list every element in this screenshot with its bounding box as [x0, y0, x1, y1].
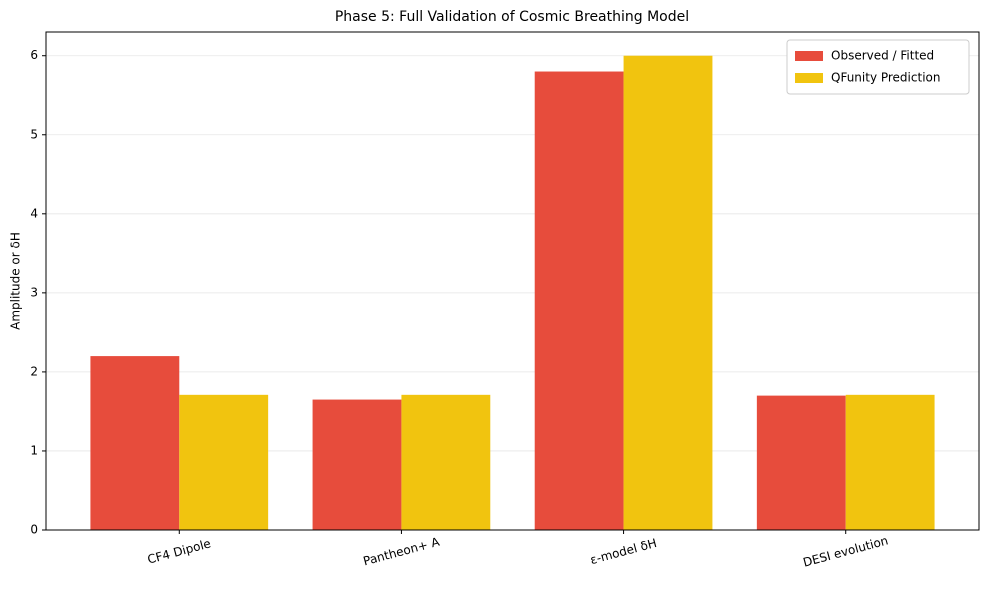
bar — [90, 356, 180, 530]
bar — [401, 394, 491, 530]
bar — [623, 55, 713, 530]
bar — [179, 394, 269, 530]
legend-label: Observed / Fitted — [831, 49, 934, 63]
y-tick-label: 6 — [30, 48, 38, 62]
legend-swatch — [795, 73, 823, 83]
bar — [845, 394, 935, 530]
y-tick-label: 5 — [30, 127, 38, 141]
y-tick-label: 4 — [30, 206, 38, 220]
legend-label: QFunity Prediction — [831, 71, 940, 85]
y-tick-label: 0 — [30, 523, 38, 537]
plot-frame — [45, 31, 980, 531]
y-tick-label: 1 — [30, 443, 38, 457]
bar — [312, 399, 402, 530]
legend-box — [786, 39, 970, 95]
bar — [756, 395, 846, 530]
y-tick-label: 3 — [30, 285, 38, 299]
bar — [534, 71, 624, 531]
legend-swatch — [795, 51, 823, 61]
y-axis-label: Amplitude or δH — [9, 232, 23, 330]
y-tick-label: 2 — [30, 364, 38, 378]
chart-title: Phase 5: Full Validation of Cosmic Breat… — [335, 9, 689, 25]
